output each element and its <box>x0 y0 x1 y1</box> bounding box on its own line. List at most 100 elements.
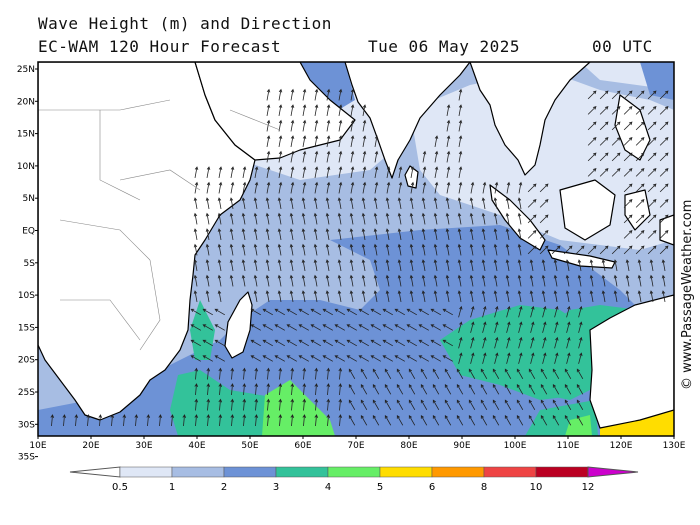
australia-landmass <box>589 294 674 429</box>
direction-arrow <box>314 119 319 132</box>
direction-arrow <box>409 259 414 271</box>
direction-arrow <box>482 181 487 194</box>
map-subtitle: EC-WAM 120 Hour Forecast <box>38 37 282 56</box>
direction-arrow <box>410 166 415 178</box>
latitude-label: 5S <box>24 259 36 269</box>
direction-arrow <box>611 136 621 146</box>
direction-arrow <box>193 259 198 271</box>
direction-arrow <box>326 135 331 147</box>
direction-arrow <box>587 152 597 162</box>
direction-arrow <box>313 243 318 256</box>
direction-arrow <box>386 181 391 194</box>
direction-arrow <box>480 383 488 395</box>
direction-arrow <box>314 414 319 427</box>
latitude-label: 30S <box>18 420 35 430</box>
direction-arrow <box>274 324 285 331</box>
direction-arrow <box>266 166 271 178</box>
direction-arrow <box>348 399 356 410</box>
direction-arrow <box>420 399 428 410</box>
direction-arrow <box>266 88 271 101</box>
direction-arrow <box>589 259 594 271</box>
direction-arrow <box>254 166 259 178</box>
direction-arrow <box>205 197 210 209</box>
direction-arrow <box>326 166 331 178</box>
direction-arrow <box>625 259 630 271</box>
direction-arrow <box>517 274 522 287</box>
direction-arrow <box>430 339 441 347</box>
direction-arrow <box>446 150 451 163</box>
direction-arrow <box>350 88 355 101</box>
direction-arrow <box>230 181 235 194</box>
direction-arrow <box>421 228 426 240</box>
legend-color-box <box>379 466 433 478</box>
direction-arrow <box>397 228 402 240</box>
direction-arrow <box>564 414 572 426</box>
direction-arrow <box>290 414 295 427</box>
direction-arrow <box>370 324 381 331</box>
latitude-label: EQ <box>22 227 35 237</box>
direction-arrow <box>298 339 309 347</box>
legend-color-box <box>119 466 173 478</box>
direction-arrow <box>302 104 307 116</box>
direction-arrow <box>506 321 511 333</box>
direction-arrow <box>445 290 450 302</box>
direction-arrow <box>302 166 307 178</box>
direction-arrow <box>86 414 91 427</box>
direction-arrow <box>338 398 343 411</box>
direction-arrow <box>541 259 546 271</box>
latitude-label: 25S <box>18 388 35 398</box>
direction-arrow <box>518 336 523 349</box>
direction-arrow <box>433 212 438 225</box>
direction-arrow <box>337 259 342 271</box>
direction-arrow <box>422 181 427 194</box>
direction-arrow <box>266 150 271 163</box>
direction-arrow <box>202 324 213 331</box>
legend-color-box <box>483 466 537 478</box>
direction-arrow <box>193 290 198 302</box>
direction-arrow <box>457 274 462 287</box>
direction-arrow <box>528 368 536 379</box>
direction-arrow <box>302 398 307 411</box>
direction-arrow <box>469 212 474 225</box>
direction-arrow <box>527 229 537 239</box>
direction-arrow <box>494 336 499 349</box>
direction-arrow <box>469 290 474 302</box>
direction-arrow <box>527 214 537 224</box>
direction-arrow <box>394 339 405 347</box>
direction-arrow <box>386 166 391 178</box>
credit-text: © www.PassageWeather.com <box>680 200 695 390</box>
legend-label: 10 <box>530 482 543 493</box>
credit-watermark: © www.PassageWeather.com <box>680 200 695 390</box>
direction-arrow <box>469 228 474 240</box>
direction-arrow <box>302 119 307 132</box>
direction-arrow <box>266 414 271 427</box>
direction-arrow <box>539 245 549 255</box>
direction-arrow <box>635 214 645 224</box>
direction-arrow <box>599 90 609 100</box>
direction-arrow <box>398 166 403 178</box>
direction-arrow <box>434 135 439 147</box>
direction-arrow <box>230 166 235 178</box>
direction-arrow <box>338 367 343 380</box>
direction-arrow <box>262 355 273 362</box>
direction-arrow <box>470 305 475 318</box>
direction-arrow <box>647 152 657 162</box>
direction-arrow <box>338 414 343 427</box>
legend-color-box <box>223 466 277 478</box>
latitude-label: 20N <box>17 97 35 107</box>
direction-arrow <box>241 274 246 287</box>
direction-arrow <box>134 414 139 427</box>
direction-arrow <box>422 166 427 178</box>
direction-arrow <box>302 181 307 194</box>
direction-arrow <box>326 88 331 101</box>
direction-arrow <box>566 321 571 333</box>
direction-arrow <box>278 135 283 147</box>
direction-arrow <box>504 414 512 426</box>
direction-arrow <box>290 119 295 132</box>
direction-arrow <box>599 105 609 115</box>
direction-arrow <box>194 398 199 411</box>
direction-arrow <box>493 243 498 256</box>
direction-arrow <box>456 414 464 426</box>
direction-arrow <box>433 274 438 287</box>
direction-arrow <box>647 198 657 208</box>
